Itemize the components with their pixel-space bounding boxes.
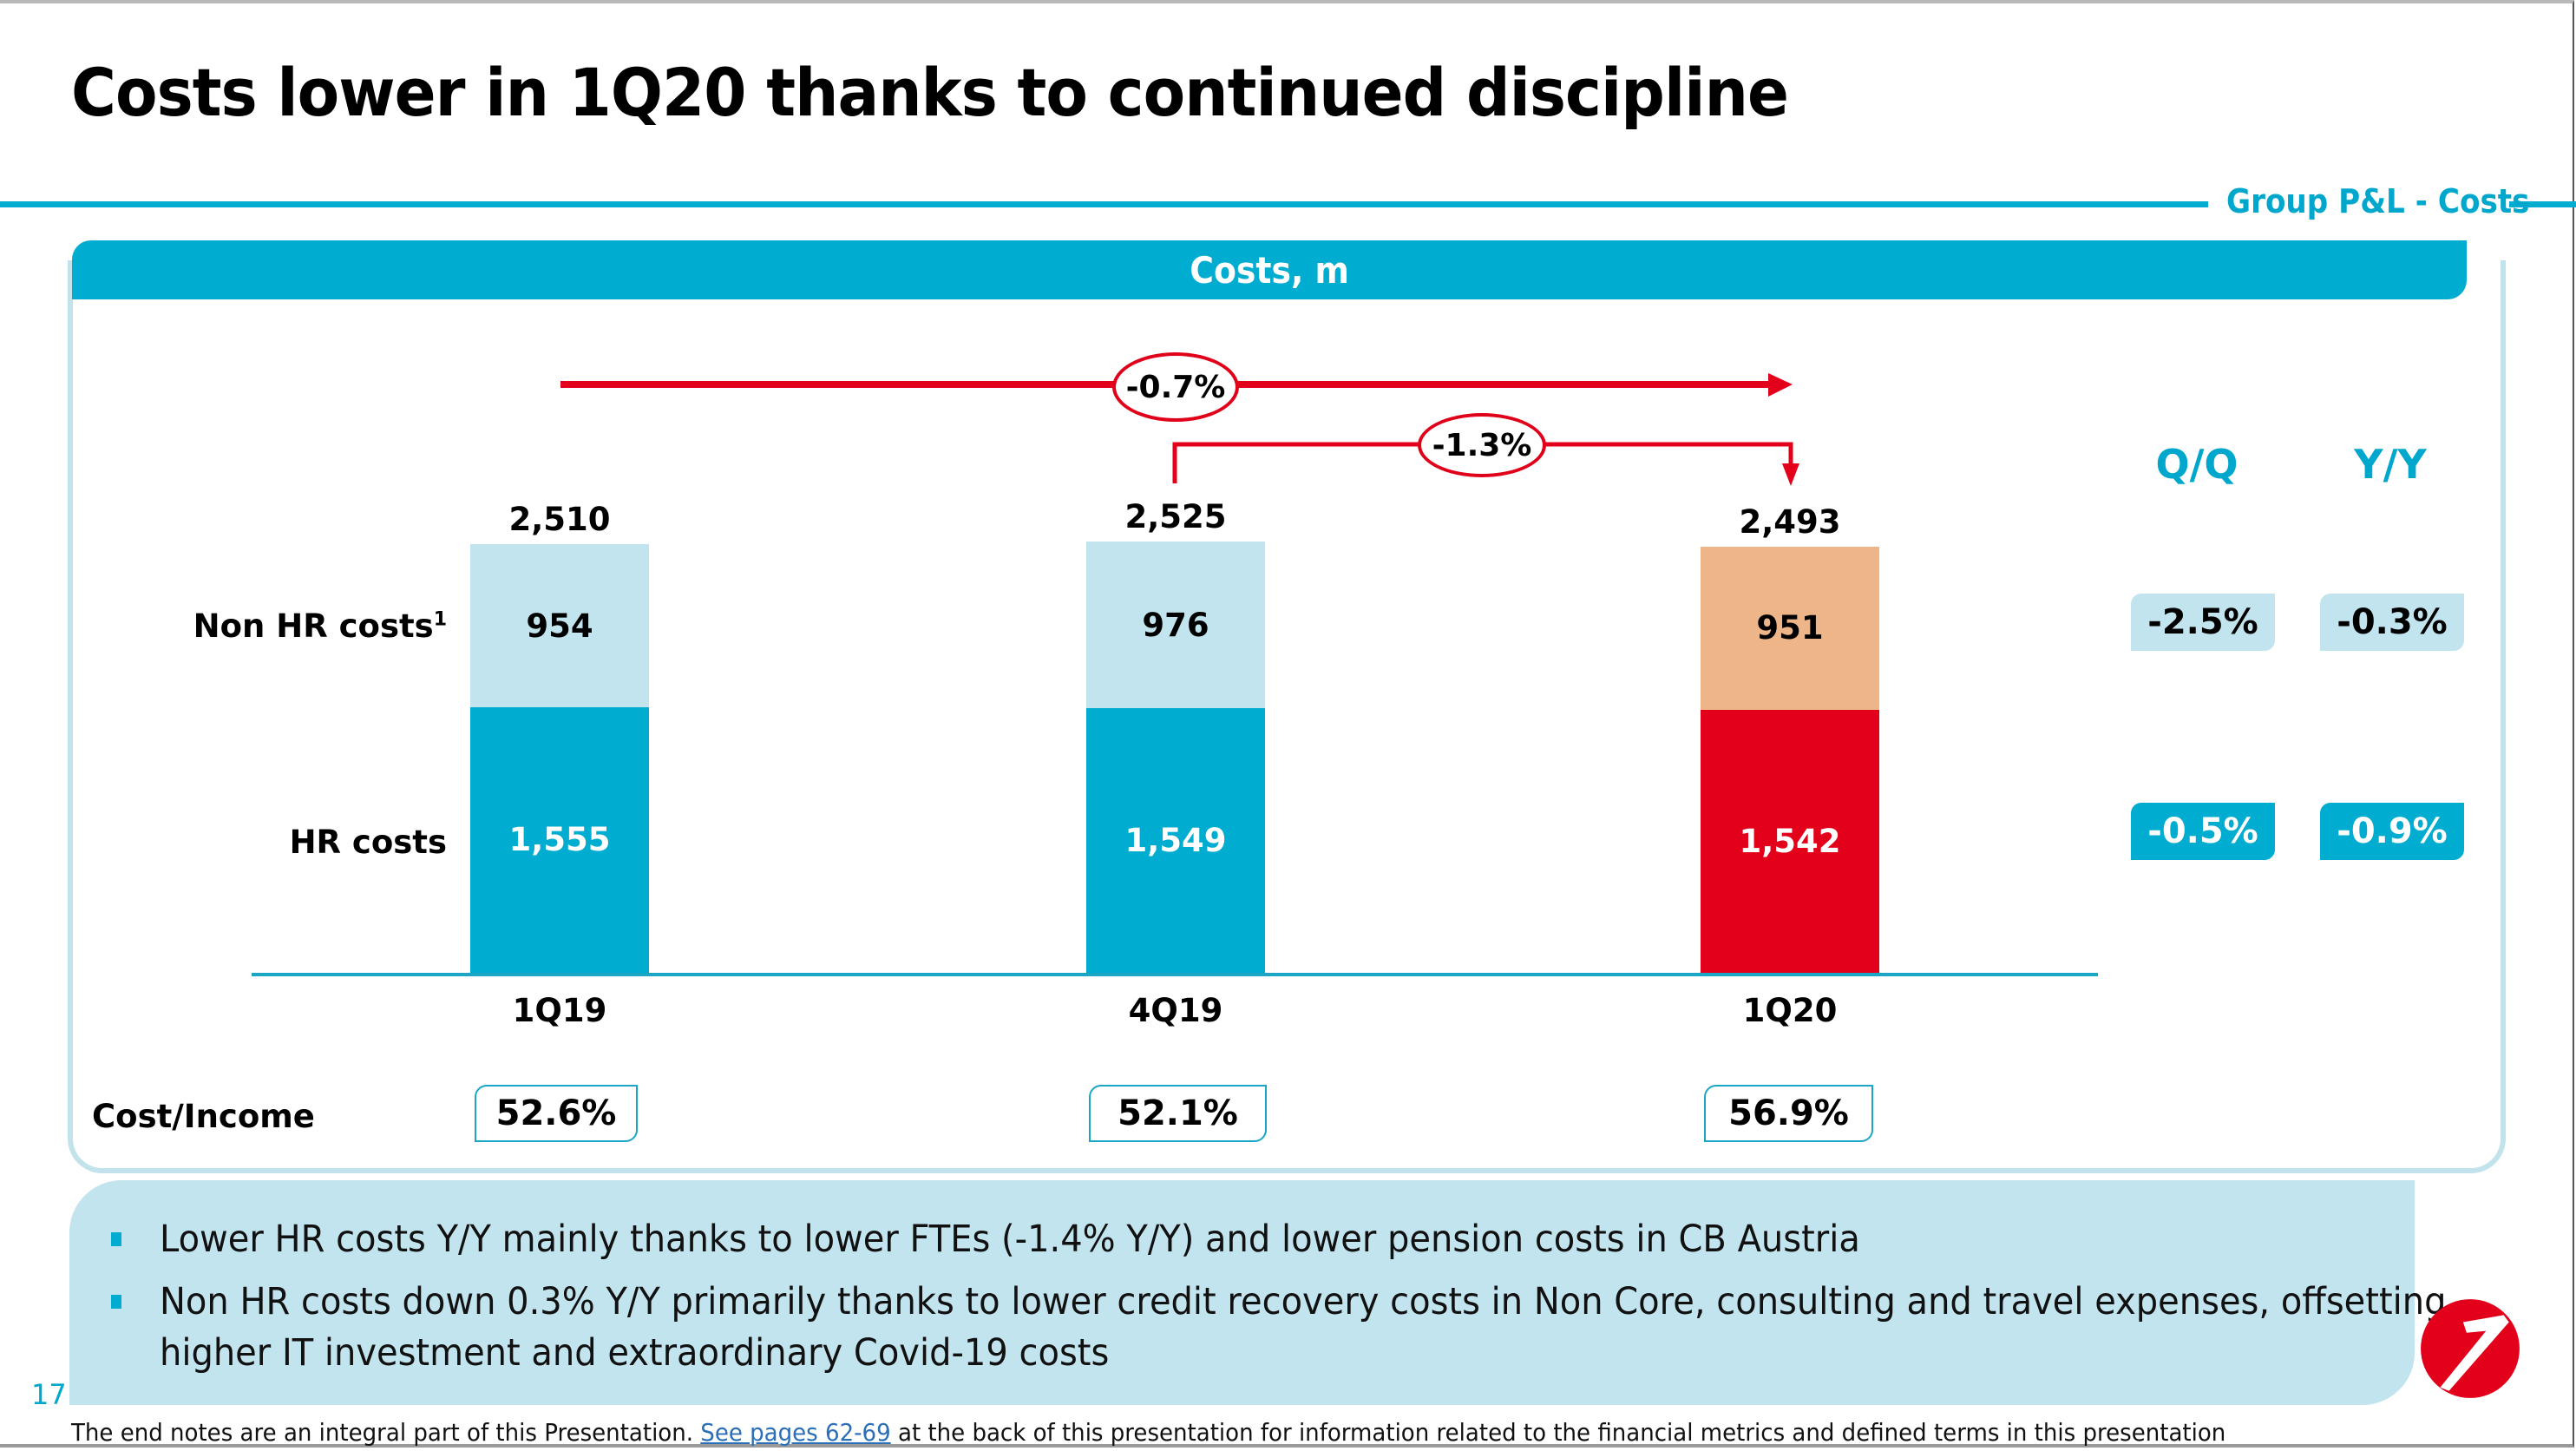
x-tick-label: 1Q19	[512, 992, 607, 1029]
bar-total-label: 2,525	[1124, 498, 1227, 536]
bar-value-label: 1,549	[1124, 822, 1227, 860]
cost-income-1q20: 56.9%	[1704, 1085, 1873, 1142]
page-title: Costs lower in 1Q20 thanks to continued …	[71, 54, 1789, 131]
qq-change-label: -1.3%	[1418, 413, 1546, 477]
x-tick-label: 4Q19	[1128, 992, 1223, 1029]
bullet-1: Lower HR costs Y/Y mainly thanks to lowe…	[160, 1218, 1860, 1261]
bullet-2-continued: higher IT investment and extraordinary C…	[160, 1331, 1110, 1375]
qq-header: Q/Q	[2155, 441, 2238, 488]
section-label: Group P&L - Costs	[2226, 182, 2530, 220]
bullet-marker	[111, 1232, 121, 1246]
hr-yy-badge: -0.9%	[2320, 803, 2464, 860]
hr-qq-badge: -0.5%	[2131, 803, 2275, 860]
cost-income-4q19: 52.1%	[1089, 1085, 1267, 1142]
bullet-2: Non HR costs down 0.3% Y/Y primarily tha…	[160, 1280, 2447, 1323]
unicredit-logo-icon	[2421, 1299, 2520, 1398]
bar-value-label: 1,555	[508, 821, 611, 859]
footnote-link[interactable]: See pages 62-69	[700, 1418, 891, 1447]
cost-income-1q19: 52.6%	[475, 1085, 638, 1142]
yy-header: Y/Y	[2354, 441, 2427, 488]
qq-arrow-head	[1782, 463, 1799, 486]
legend-non-hr: Non HR costs1	[82, 607, 447, 645]
footnote-text: The end notes are an integral part of th…	[71, 1418, 701, 1447]
bar-segment-hr-1q19: 1,555	[470, 706, 649, 973]
footnote: The end notes are an integral part of th…	[71, 1418, 2225, 1447]
bullet-marker	[111, 1295, 121, 1309]
bar-segment-non-hr-4q19: 976	[1086, 542, 1265, 709]
title-rule-right	[2509, 201, 2576, 207]
bar-segment-non-hr-1q19: 954	[470, 544, 649, 707]
bar-total-label: 2,493	[1739, 503, 1841, 542]
non-hr-qq-badge: -2.5%	[2131, 594, 2275, 651]
legend-non-hr-text: Non HR costs	[193, 607, 434, 645]
chart-header: Costs, m	[72, 240, 2467, 299]
footnote-text-end: at the back of this presentation for inf…	[890, 1418, 2226, 1447]
bar-segment-non-hr-1q20: 951	[1701, 547, 1879, 710]
title-rule	[0, 201, 2208, 207]
bar-total-label: 2,510	[508, 501, 611, 539]
bar-value-label: 954	[526, 607, 593, 645]
bar-value-label: 976	[1142, 606, 1209, 644]
page-number: 17	[31, 1378, 67, 1411]
bar-value-label: 951	[1756, 609, 1824, 647]
yy-change-label: -0.7%	[1112, 352, 1239, 422]
commentary-panel	[69, 1180, 2415, 1405]
x-tick-label: 1Q20	[1742, 992, 1838, 1029]
footnote-marker: 1	[433, 608, 447, 631]
bar-segment-hr-4q19: 1,549	[1086, 708, 1265, 973]
legend-hr: HR costs	[289, 824, 447, 861]
cost-income-label: Cost/Income	[92, 1098, 315, 1135]
bar-value-label: 1,542	[1739, 822, 1841, 860]
bar-segment-hr-1q20: 1,542	[1701, 709, 1879, 973]
chart-container	[68, 260, 2506, 1173]
non-hr-yy-badge: -0.3%	[2320, 594, 2464, 651]
x-axis	[252, 973, 2098, 976]
yy-arrow-head	[1768, 373, 1793, 397]
chart-header-text: Costs, m	[1190, 248, 1349, 292]
